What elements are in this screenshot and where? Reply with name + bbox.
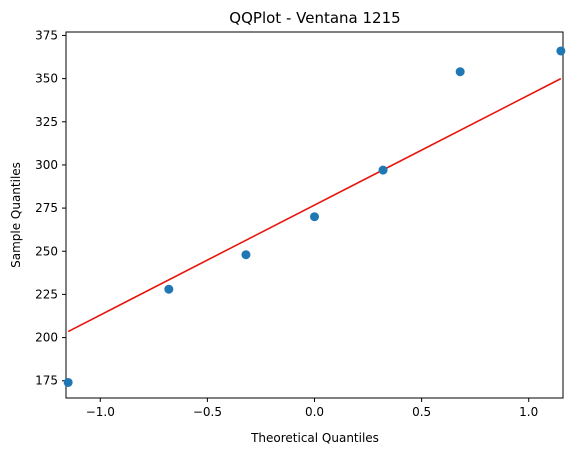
data-point bbox=[241, 250, 251, 260]
y-axis-label: Sample Quantiles bbox=[9, 162, 23, 268]
qq-reference-line bbox=[67, 77, 562, 333]
y-axis-ticks: 175 200 225 250 275 300 325 350 375 bbox=[35, 28, 66, 388]
x-axis-ticks: −1.0 −0.5 0.0 0.5 1.0 bbox=[86, 398, 538, 419]
y-tick-label: 175 bbox=[35, 374, 58, 388]
x-tick-label: −0.5 bbox=[193, 405, 222, 419]
data-point bbox=[378, 165, 388, 175]
y-tick-label: 300 bbox=[35, 158, 58, 172]
y-tick-label: 375 bbox=[35, 28, 58, 42]
y-tick-label: 200 bbox=[35, 331, 58, 345]
y-tick-label: 275 bbox=[35, 201, 58, 215]
y-tick-label: 225 bbox=[35, 287, 58, 301]
data-point bbox=[556, 46, 566, 56]
y-tick-label: 325 bbox=[35, 115, 58, 129]
chart-title: QQPlot - Ventana 1215 bbox=[229, 9, 400, 27]
x-tick-label: 0.0 bbox=[305, 405, 324, 419]
data-point bbox=[455, 67, 465, 77]
fit-line-group bbox=[67, 77, 562, 333]
y-tick-label: 250 bbox=[35, 244, 58, 258]
x-tick-label: 0.5 bbox=[412, 405, 431, 419]
x-tick-label: 1.0 bbox=[519, 405, 538, 419]
data-point bbox=[310, 212, 319, 222]
y-tick-label: 350 bbox=[35, 72, 58, 86]
data-points-group bbox=[63, 46, 566, 387]
data-point bbox=[63, 377, 73, 387]
x-tick-label: −1.0 bbox=[86, 405, 115, 419]
data-point bbox=[164, 284, 174, 294]
x-axis-label: Theoretical Quantiles bbox=[250, 431, 379, 445]
